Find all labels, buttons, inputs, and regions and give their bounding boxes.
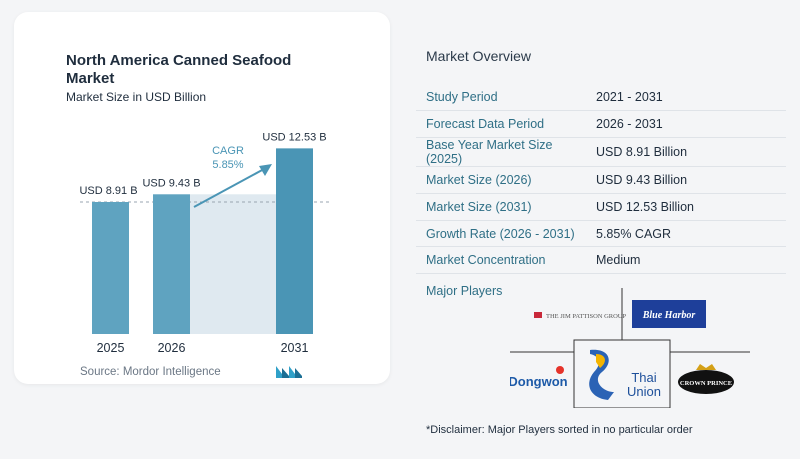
value-label-2026: USD 9.43 B — [142, 177, 200, 189]
overview-label: Growth Rate (2026 - 2031) — [416, 220, 586, 248]
crown-prince-text: CROWN PRINCE — [680, 380, 732, 387]
chart-title: North America Canned Seafood Market — [66, 52, 292, 87]
crown-prince-logo: CROWN PRINCE — [678, 364, 734, 394]
overview-label: Base Year Market Size (2025) — [416, 137, 586, 168]
overview-value: USD 9.43 Billion — [586, 166, 786, 194]
thai-union-text-2: Union — [627, 384, 661, 399]
thai-union-text-1: Thai — [631, 370, 656, 385]
dongwon-text: Dongwon — [510, 374, 568, 389]
growth-area — [190, 194, 276, 334]
overview-row: Market Concentration Medium — [416, 246, 786, 275]
overview-row: Growth Rate (2026 - 2031) 5.85% CAGR — [416, 220, 786, 248]
cagr-arrow-head — [259, 164, 272, 176]
overview-value: 2021 - 2031 — [586, 84, 786, 112]
category-label-2025: 2025 — [97, 341, 125, 355]
cagr-arrow-line — [193, 168, 265, 208]
value-label-2025: USD 8.91 B — [79, 185, 137, 197]
category-label-2026: 2026 — [158, 341, 186, 355]
overview-value: USD 8.91 Billion — [586, 137, 786, 168]
disclaimer: *Disclaimer: Major Players sorted in no … — [426, 424, 693, 436]
category-label-2031: 2031 — [281, 341, 309, 355]
market-size-chart: USD 8.91 B USD 9.43 B USD 12.53 B 2025 2026 2… — [79, 131, 330, 355]
major-players-title: Major Players — [426, 284, 503, 298]
overview-row: Study Period 2021 - 2031 — [416, 84, 786, 112]
overview-value: Medium — [586, 246, 786, 275]
thai-union-logo: Thai Union — [589, 349, 661, 400]
dongwon-logo: Dongwon — [510, 366, 568, 389]
major-players-logos: THE JIM PATTISON GROUP Blue Harbor Dongw… — [510, 288, 750, 408]
market-overview-table: Study Period 2021 - 2031 Forecast Data Per… — [416, 84, 786, 275]
source-note: Source: Mordor Intelligence — [80, 366, 221, 378]
overview-row: Base Year Market Size (2025) USD 8.91 Bil… — [416, 137, 786, 168]
cagr-label: CAGR — [212, 145, 244, 157]
chart-subtitle: Market Size in USD Billion — [66, 90, 207, 104]
overview-label: Forecast Data Period — [416, 110, 586, 139]
mordor-logo-icon — [276, 366, 302, 378]
cagr-value: 5.85% — [212, 159, 243, 171]
market-overview-title: Market Overview — [426, 48, 532, 64]
overview-row: Market Size (2026) USD 9.43 Billion — [416, 166, 786, 194]
bar-2026 — [153, 194, 190, 334]
jim-pattison-text: THE JIM PATTISON GROUP — [546, 313, 627, 320]
overview-value: USD 12.53 Billion — [586, 193, 786, 221]
overview-label: Market Size (2026) — [416, 166, 586, 194]
overview-value: 2026 - 2031 — [586, 110, 786, 139]
jim-pattison-logo: THE JIM PATTISON GROUP — [534, 312, 627, 320]
blue-harbor-text: Blue Harbor — [642, 310, 696, 321]
overview-row: Forecast Data Period 2026 - 2031 — [416, 110, 786, 139]
bar-2025 — [92, 202, 129, 334]
overview-value: 5.85% CAGR — [586, 220, 786, 248]
bar-2031 — [276, 148, 313, 334]
blue-harbor-logo: Blue Harbor — [632, 300, 706, 328]
overview-row: Market Size (2031) USD 12.53 Billion — [416, 193, 786, 221]
overview-label: Study Period — [416, 84, 586, 112]
overview-label: Market Size (2031) — [416, 193, 586, 221]
value-label-2031: USD 12.53 B — [262, 131, 326, 143]
overview-label: Market Concentration — [416, 246, 586, 275]
